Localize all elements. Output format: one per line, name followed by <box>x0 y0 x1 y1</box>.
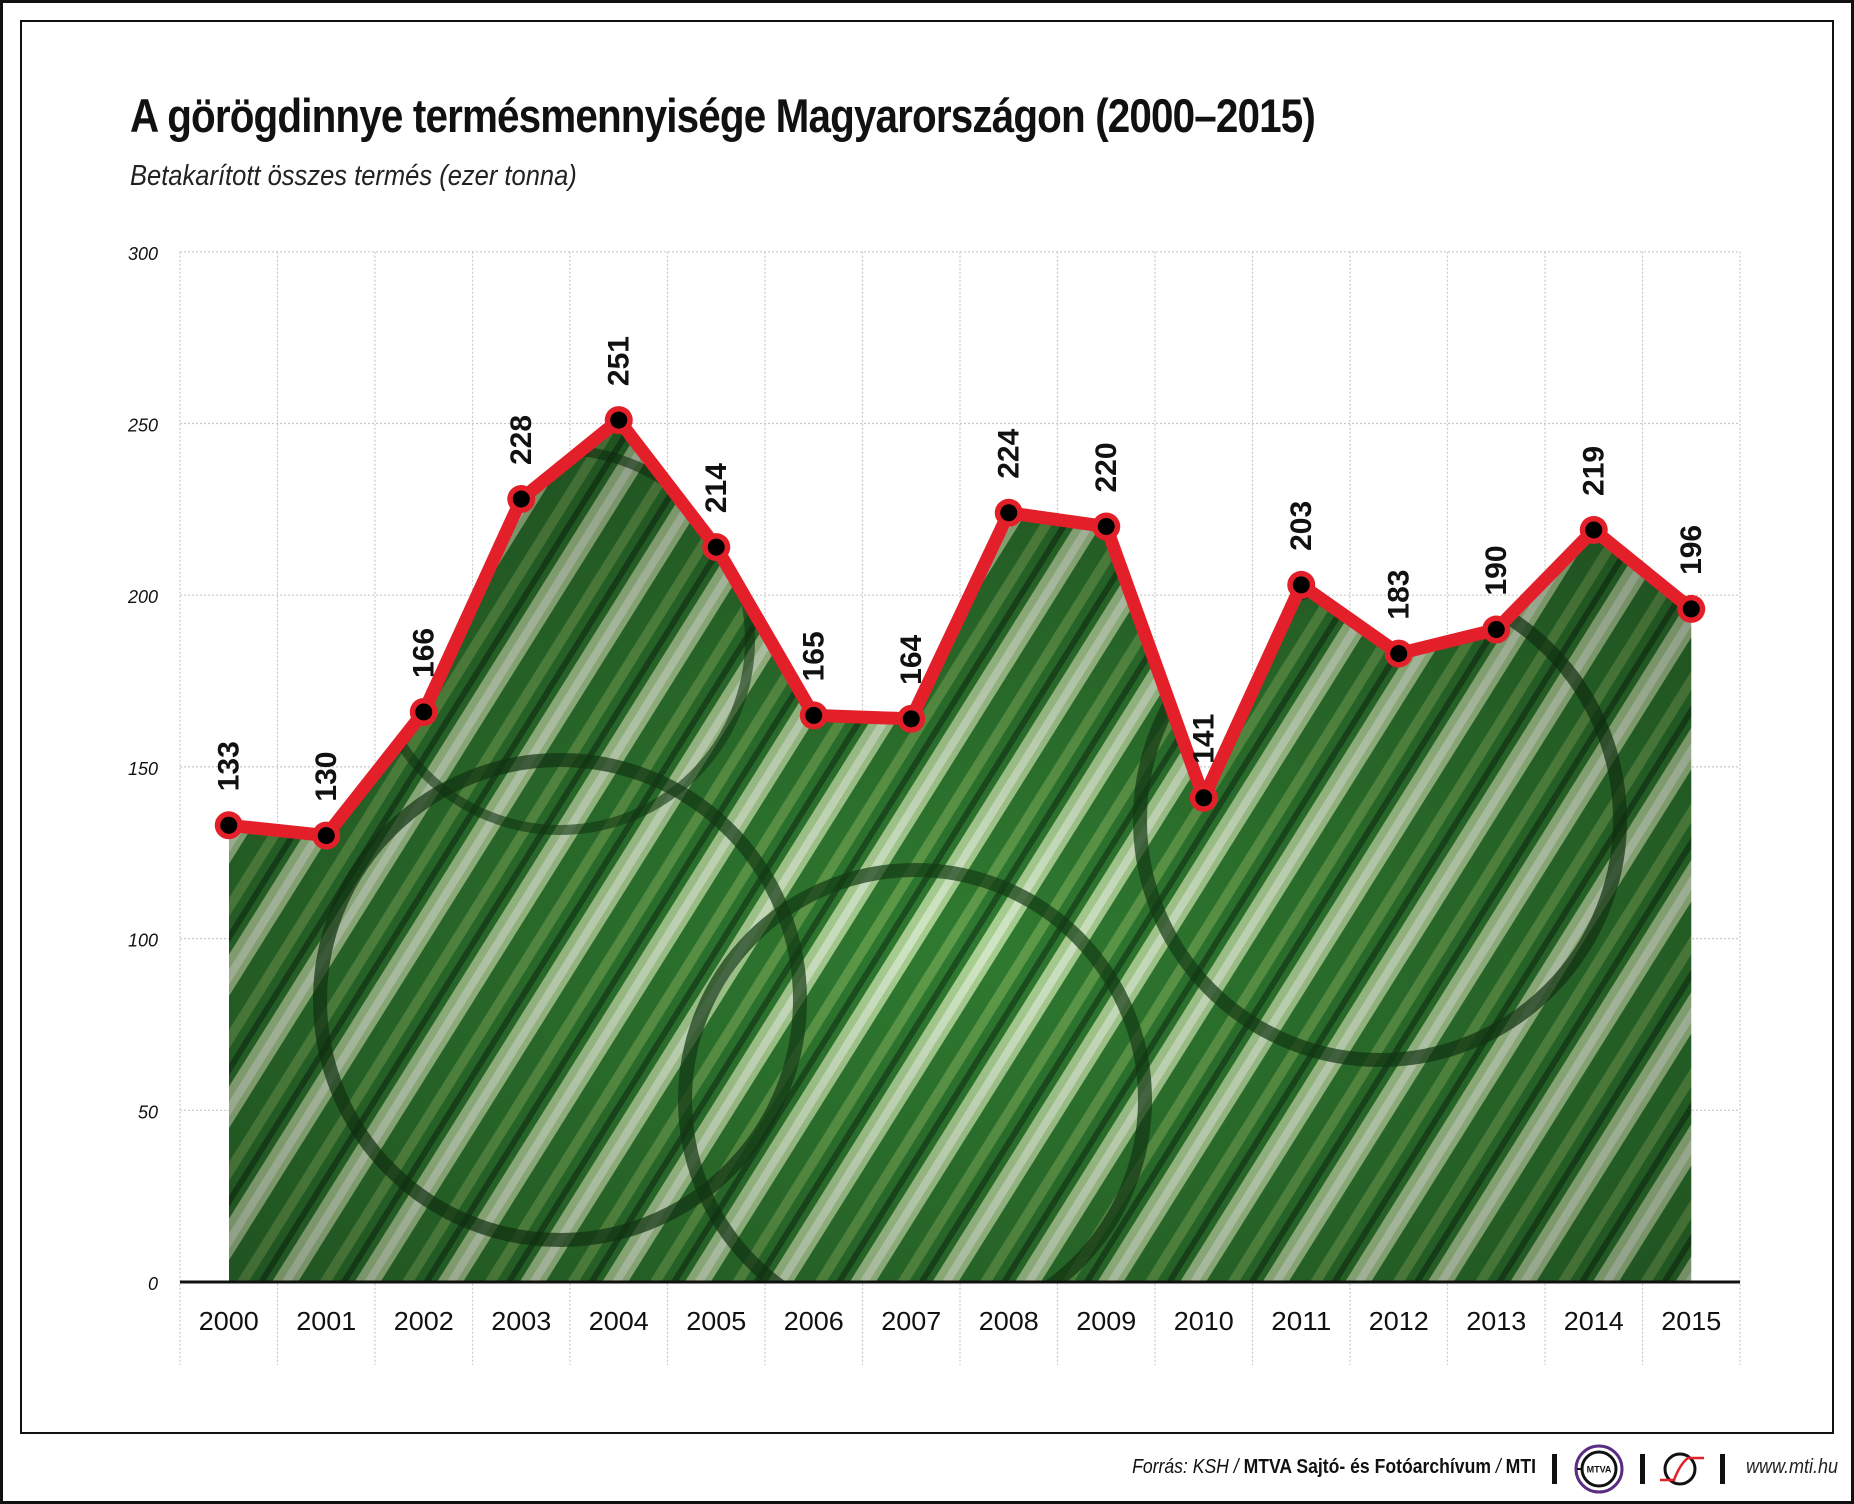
data-label: 141 <box>1188 714 1221 764</box>
area-fill-watermelon <box>229 420 1692 1282</box>
x-tick-label: 2011 <box>1271 1306 1331 1336</box>
chart-title: A görögdinnye termésmennyisége Magyarors… <box>130 89 1316 142</box>
footer-divider <box>1552 1454 1557 1484</box>
source-archive: MTVA Sajtó- és Fotóarchívum <box>1243 1456 1492 1478</box>
data-point <box>1000 504 1018 522</box>
x-tick-label: 2015 <box>1661 1306 1721 1336</box>
data-point <box>805 706 823 724</box>
x-tick-label: 2008 <box>979 1306 1039 1336</box>
data-point <box>415 703 433 721</box>
x-tick-label: 2007 <box>881 1306 941 1336</box>
y-tick-label: 300 <box>128 244 158 264</box>
mti-logo-icon <box>1660 1452 1704 1486</box>
data-label: 133 <box>213 741 246 791</box>
x-axis-ticks: 2000 2001 2002 2003 2004 2005 2006 2007 2008 2009… <box>199 1306 1722 1336</box>
y-tick-label: 0 <box>148 1274 158 1294</box>
y-tick-label: 50 <box>138 1102 158 1122</box>
data-point <box>512 490 530 508</box>
data-point <box>1195 789 1213 807</box>
data-labels: 133 130 166 228 251 214 165 164 224 220 141 203 183 1… <box>213 336 1709 802</box>
data-label: 183 <box>1383 570 1416 620</box>
data-label: 190 <box>1480 545 1513 595</box>
x-tick-label: 2000 <box>199 1306 259 1336</box>
x-tick-label: 2006 <box>784 1306 844 1336</box>
x-tick-label: 2001 <box>296 1306 356 1336</box>
source-separator: / <box>1491 1456 1506 1478</box>
data-label: 130 <box>310 752 343 802</box>
data-markers <box>214 406 1706 850</box>
y-tick-label: 150 <box>128 759 158 779</box>
y-tick-label: 100 <box>128 931 158 951</box>
data-point <box>707 538 725 556</box>
data-label: 228 <box>505 415 538 465</box>
y-tick-label: 200 <box>127 587 158 607</box>
data-label: 224 <box>993 428 1026 478</box>
website-url: www.mti.hu <box>1746 1456 1839 1478</box>
mtva-logo-text: MTVA <box>1587 1465 1612 1475</box>
series-line <box>222 413 1698 843</box>
x-tick-label: 2002 <box>394 1306 454 1336</box>
y-tick-label: 250 <box>127 416 158 436</box>
mtva-logo-icon: MTVA <box>1574 1444 1624 1494</box>
data-point <box>1292 576 1310 594</box>
footer: Forrás: KSH / MTVA Sajtó- és Fotóarchívu… <box>0 1444 1854 1494</box>
data-point <box>1682 600 1700 618</box>
x-tick-label: 2013 <box>1466 1306 1526 1336</box>
x-tick-label: 2003 <box>491 1306 551 1336</box>
chart-subtitle: Betakarított összes termés (ezer tonna) <box>130 160 577 192</box>
data-point <box>1097 518 1115 536</box>
x-tick-label: 2005 <box>686 1306 746 1336</box>
data-point <box>902 710 920 728</box>
data-label: 203 <box>1285 501 1318 551</box>
data-point <box>220 816 238 834</box>
x-tick-label: 2004 <box>589 1306 649 1336</box>
data-label: 251 <box>603 336 636 386</box>
footer-divider <box>1720 1454 1725 1484</box>
x-tick-label: 2009 <box>1076 1306 1136 1336</box>
source-credit: Forrás: KSH / MTVA Sajtó- és Fotóarchívu… <box>1132 1456 1536 1479</box>
x-tick-label: 2010 <box>1174 1306 1234 1336</box>
data-label: 196 <box>1675 525 1708 575</box>
data-point <box>610 411 628 429</box>
x-tick-label: 2014 <box>1564 1306 1624 1336</box>
data-label: 214 <box>700 463 733 513</box>
x-tick-label: 2012 <box>1369 1306 1429 1336</box>
source-mti: MTI <box>1505 1456 1536 1478</box>
data-label: 220 <box>1090 442 1123 492</box>
data-label: 219 <box>1578 446 1611 496</box>
data-point <box>1585 521 1603 539</box>
source-prefix: Forrás: KSH / <box>1132 1456 1244 1478</box>
footer-divider <box>1640 1454 1645 1484</box>
data-point <box>317 827 335 845</box>
y-axis-ticks: 0 50 100 150 200 250 300 <box>127 244 158 1294</box>
data-label: 164 <box>895 634 928 684</box>
data-point <box>1487 621 1505 639</box>
data-label: 166 <box>408 628 441 678</box>
data-point <box>1390 645 1408 663</box>
data-label: 165 <box>798 631 831 681</box>
